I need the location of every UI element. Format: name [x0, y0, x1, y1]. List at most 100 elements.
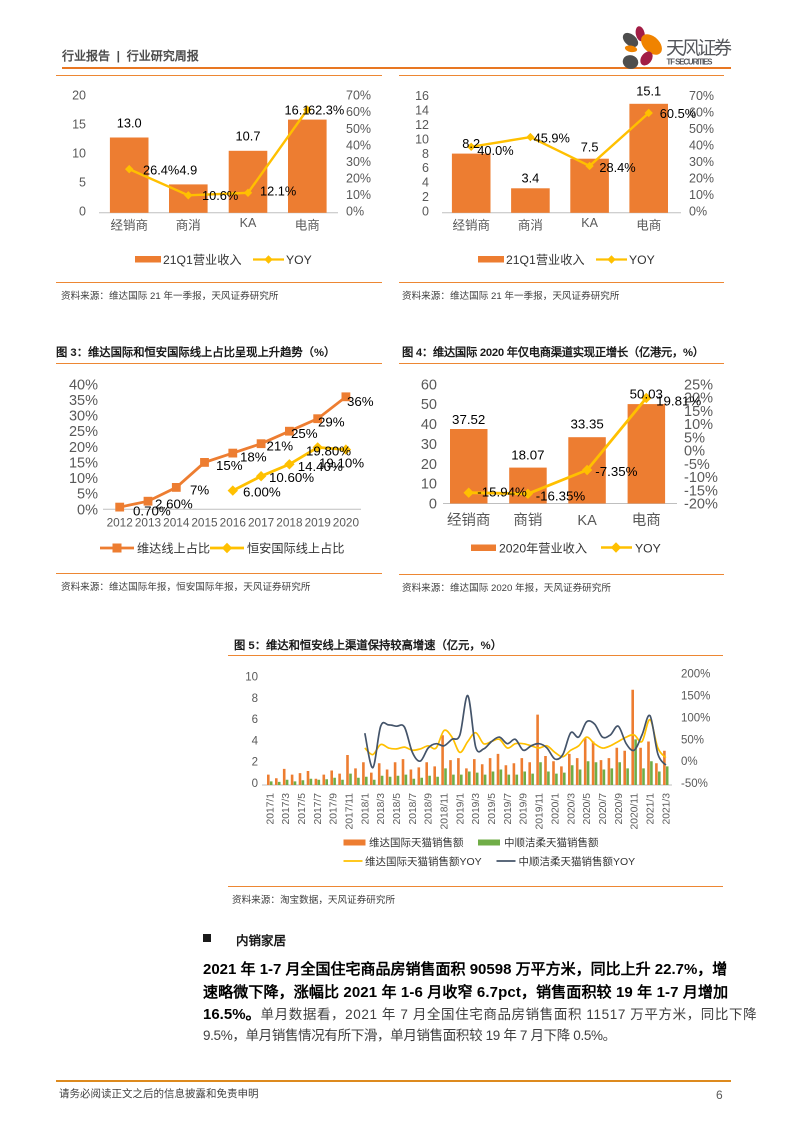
svg-text:维达国际天猫销售额YOY: 维达国际天猫销售额YOY: [365, 855, 482, 868]
svg-text:30%: 30%: [689, 155, 714, 169]
svg-text:0: 0: [422, 205, 429, 219]
svg-text:0: 0: [252, 778, 258, 790]
svg-text:30: 30: [421, 437, 437, 453]
svg-text:0%: 0%: [346, 205, 364, 219]
svg-text:0%: 0%: [681, 756, 698, 768]
svg-text:150%: 150%: [681, 691, 710, 703]
svg-text:10%: 10%: [689, 188, 714, 202]
svg-text:20%: 20%: [684, 391, 713, 407]
svg-text:5%: 5%: [77, 487, 98, 503]
svg-text:15%: 15%: [69, 455, 98, 471]
svg-text:商消: 商消: [518, 218, 543, 233]
svg-text:2018/3: 2018/3: [376, 793, 387, 825]
svg-text:12: 12: [415, 118, 429, 132]
svg-text:经销商: 经销商: [452, 218, 490, 233]
svg-text:2020/7: 2020/7: [598, 793, 609, 825]
svg-text:2018/1: 2018/1: [360, 793, 371, 825]
svg-text:0%: 0%: [684, 444, 705, 460]
svg-text:2020/5: 2020/5: [582, 793, 593, 825]
svg-text:12.1%: 12.1%: [260, 184, 296, 199]
svg-text:40%: 40%: [689, 139, 714, 153]
svg-text:2019/7: 2019/7: [503, 793, 514, 825]
svg-text:-7.35%: -7.35%: [595, 464, 637, 479]
svg-text:-5%: -5%: [684, 457, 710, 473]
svg-text:2018/5: 2018/5: [392, 793, 403, 825]
svg-text:2020/9: 2020/9: [614, 793, 625, 825]
svg-text:2016: 2016: [220, 516, 247, 530]
svg-text:2: 2: [252, 757, 258, 769]
svg-text:25%: 25%: [291, 426, 318, 441]
svg-text:20%: 20%: [689, 172, 714, 186]
svg-text:2013: 2013: [135, 516, 162, 530]
svg-text:50.03: 50.03: [630, 387, 663, 402]
svg-text:5: 5: [79, 176, 86, 190]
svg-text:40: 40: [421, 417, 437, 433]
svg-text:0%: 0%: [689, 205, 707, 219]
svg-text:60%: 60%: [346, 105, 371, 119]
svg-text:电商: 电商: [636, 218, 661, 233]
svg-text:2021/1: 2021/1: [646, 793, 657, 825]
svg-text:36%: 36%: [347, 394, 374, 409]
svg-text:35%: 35%: [69, 393, 98, 409]
svg-text:16.1: 16.1: [285, 102, 310, 117]
svg-text:商销: 商销: [513, 512, 542, 529]
svg-text:恒安国际线上占比: 恒安国际线上占比: [247, 541, 345, 556]
svg-text:-50%: -50%: [681, 778, 708, 790]
svg-text:电商: 电商: [632, 512, 661, 529]
svg-text:0: 0: [79, 205, 86, 219]
svg-text:10.60%: 10.60%: [269, 470, 314, 485]
svg-text:2019/5: 2019/5: [487, 793, 498, 825]
svg-text:2018/7: 2018/7: [408, 793, 419, 825]
svg-text:21%: 21%: [267, 439, 294, 454]
svg-text:40.0%: 40.0%: [477, 143, 513, 158]
svg-text:-15%: -15%: [684, 483, 718, 499]
svg-text:40%: 40%: [69, 377, 98, 393]
svg-text:2014: 2014: [163, 516, 190, 530]
svg-text:25%: 25%: [684, 377, 713, 393]
svg-text:50%: 50%: [681, 734, 704, 746]
svg-text:2019/1: 2019/1: [455, 793, 466, 825]
svg-text:7%: 7%: [190, 483, 209, 498]
svg-text:8: 8: [252, 693, 258, 705]
svg-text:37.52: 37.52: [452, 412, 485, 427]
svg-text:0: 0: [429, 497, 437, 513]
svg-text:18.07: 18.07: [511, 448, 544, 463]
svg-text:50: 50: [421, 397, 437, 413]
svg-text:14: 14: [415, 103, 429, 117]
svg-text:10: 10: [72, 147, 86, 161]
svg-text:KA: KA: [577, 513, 597, 529]
svg-text:20%: 20%: [346, 171, 371, 185]
svg-text:25%: 25%: [69, 424, 98, 440]
svg-text:100%: 100%: [681, 712, 710, 724]
svg-text:YOY: YOY: [629, 253, 655, 267]
svg-text:2018/11: 2018/11: [440, 793, 451, 830]
svg-text:0%: 0%: [77, 502, 98, 518]
svg-text:2017/1: 2017/1: [265, 793, 276, 825]
svg-text:2019/11: 2019/11: [535, 793, 546, 830]
svg-text:30%: 30%: [346, 155, 371, 169]
svg-text:16: 16: [415, 89, 429, 103]
svg-text:3.4: 3.4: [522, 171, 540, 186]
svg-text:商消: 商消: [176, 218, 201, 233]
svg-text:19.80%: 19.80%: [306, 443, 351, 458]
svg-text:40%: 40%: [346, 138, 371, 152]
svg-text:2017: 2017: [248, 516, 274, 530]
svg-text:4.9: 4.9: [179, 163, 197, 178]
svg-text:2021/3: 2021/3: [661, 793, 672, 825]
svg-text:2020年营业收入: 2020年营业收入: [499, 542, 587, 556]
svg-text:15%: 15%: [684, 404, 713, 420]
svg-text:26.4%: 26.4%: [143, 162, 179, 177]
svg-text:2: 2: [422, 190, 429, 204]
svg-text:15.1: 15.1: [636, 83, 661, 98]
svg-text:2017/3: 2017/3: [281, 793, 292, 825]
svg-text:33.35: 33.35: [570, 417, 603, 432]
svg-text:-16.35%: -16.35%: [536, 489, 586, 504]
svg-text:6.00%: 6.00%: [243, 485, 281, 500]
svg-text:70%: 70%: [346, 89, 371, 103]
svg-text:2.60%: 2.60%: [155, 497, 193, 512]
svg-text:天风证券: 天风证券: [666, 38, 732, 59]
svg-text:6: 6: [252, 714, 258, 726]
svg-text:-10%: -10%: [684, 470, 718, 486]
svg-text:2012: 2012: [107, 516, 133, 530]
svg-text:20%: 20%: [69, 440, 98, 456]
